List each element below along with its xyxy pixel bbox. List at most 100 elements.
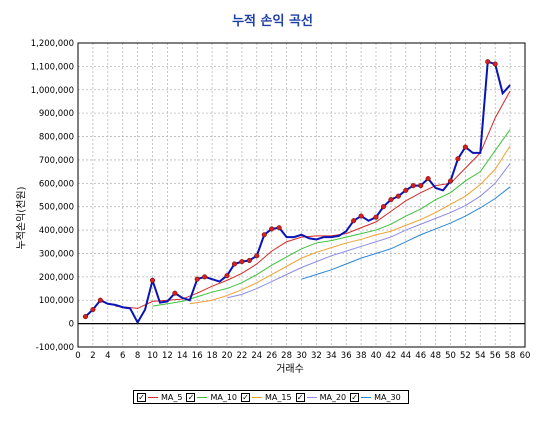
x-tick-label: 2 xyxy=(90,351,95,361)
equity-point xyxy=(172,290,178,296)
legend-item[interactable]: ✓ MA_15 xyxy=(241,392,292,402)
x-tick-label: 36 xyxy=(341,351,352,361)
y-tick-label: 1,100,000 xyxy=(31,62,74,72)
x-tick-label: 56 xyxy=(490,351,501,361)
x-tick-label: 16 xyxy=(192,351,203,361)
legend-checkbox[interactable]: ✓ xyxy=(350,392,360,402)
equity-point xyxy=(194,276,200,282)
x-tick-label: 52 xyxy=(460,351,471,361)
legend-swatch xyxy=(361,396,372,398)
equity-point xyxy=(462,144,468,150)
equity-point xyxy=(455,156,461,162)
equity-curve-line xyxy=(84,60,511,325)
equity-point xyxy=(149,277,156,283)
legend-checkbox[interactable]: ✓ xyxy=(241,392,251,402)
y-tick-label: 1,200,000 xyxy=(31,39,74,49)
x-tick-label: 28 xyxy=(281,351,292,361)
series-line-ma-10 xyxy=(152,129,511,307)
legend-swatch xyxy=(197,396,208,398)
x-tick-label: 0 xyxy=(75,351,80,361)
legend-item[interactable]: ✓ MA_20 xyxy=(295,392,347,402)
x-tick-label: 42 xyxy=(385,351,396,361)
legend-label: MA_30 xyxy=(374,392,401,402)
equity-point xyxy=(485,59,491,65)
series-lines xyxy=(84,60,511,325)
y-tick-label: 1,000,000 xyxy=(31,86,74,96)
x-tick-label: 30 xyxy=(296,351,307,361)
x-tick-label: 26 xyxy=(266,351,277,361)
x-tick-label: 8 xyxy=(135,351,140,361)
x-tick-label: 50 xyxy=(445,351,456,361)
equity-point xyxy=(224,273,230,279)
x-tick-label: 54 xyxy=(475,351,486,361)
x-tick-label: 12 xyxy=(162,351,173,361)
legend-checkbox[interactable]: ✓ xyxy=(295,392,305,402)
legend-label: MA_15 xyxy=(265,392,292,402)
x-tick-label: 44 xyxy=(400,351,411,361)
y-tick-label: 200,000 xyxy=(39,273,74,283)
equity-point xyxy=(254,253,260,259)
x-tick-label: 14 xyxy=(177,351,188,361)
y-tick-label: 700,000 xyxy=(39,156,74,166)
legend-swatch xyxy=(306,396,317,398)
legend-item[interactable]: ✓ MA_5 xyxy=(137,392,183,402)
legend-item[interactable]: ✓ MA_30 xyxy=(350,392,401,402)
y-tick-label: 500,000 xyxy=(39,203,74,213)
equity-point xyxy=(90,307,96,313)
x-tick-label: 60 xyxy=(520,351,531,361)
x-tick-label: 24 xyxy=(251,351,262,361)
equity-point xyxy=(97,297,103,303)
x-axis-label: 거래수 xyxy=(276,364,304,375)
series-line-ma-30 xyxy=(301,186,511,280)
equity-markers xyxy=(82,59,498,320)
y-tick-label: 400,000 xyxy=(39,226,74,236)
y-tick-label: -100,000 xyxy=(36,343,74,353)
equity-point xyxy=(202,274,208,280)
x-tick-label: 22 xyxy=(236,351,247,361)
equity-point xyxy=(239,259,245,265)
x-tick-label: 34 xyxy=(326,351,337,361)
x-tick-label: 10 xyxy=(147,351,158,361)
legend-label: MA_10 xyxy=(210,392,238,402)
equity-point xyxy=(246,257,252,264)
equity-point xyxy=(388,197,394,203)
x-tick-label: 40 xyxy=(371,351,382,361)
equity-point xyxy=(425,176,431,182)
y-tick-label: 100,000 xyxy=(39,296,74,306)
line-chart: 0 2 4 6 8 10 12 14 16 18 20 22 24 26 28 30 32 34 36 38 40 42 4… xyxy=(31,39,531,361)
legend-swatch xyxy=(148,396,158,398)
equity-point xyxy=(82,314,88,320)
legend-checkbox[interactable]: ✓ xyxy=(137,392,146,402)
chart-title: 누적 손익 곡선 xyxy=(232,14,313,29)
x-tick-label: 58 xyxy=(505,351,516,361)
x-tick-label: 32 xyxy=(311,351,322,361)
legend-checkbox[interactable]: ✓ xyxy=(186,392,196,402)
equity-point xyxy=(373,214,379,220)
equity-point xyxy=(380,204,387,210)
equity-point xyxy=(261,232,267,238)
y-tick-label: 0 xyxy=(69,320,74,330)
x-tick-label: 46 xyxy=(415,351,426,361)
equity-point xyxy=(410,183,416,189)
legend: ✓ MA_5 ✓ MA_10 ✓ MA_15 ✓ MA_20 ✓ MA_30 xyxy=(133,390,409,404)
legend-swatch xyxy=(252,396,263,398)
equity-point xyxy=(403,187,409,193)
equity-point xyxy=(492,61,498,67)
legend-label: MA_5 xyxy=(161,392,183,402)
y-tick-label: 300,000 xyxy=(39,249,74,259)
series-line-ma-5 xyxy=(115,90,511,309)
equity-point xyxy=(269,226,275,232)
x-tick-label: 4 xyxy=(105,351,110,361)
equity-point xyxy=(351,218,357,224)
x-tick-label: 18 xyxy=(207,351,218,361)
series-line-ma-20 xyxy=(226,163,511,299)
legend-item[interactable]: ✓ MA_10 xyxy=(186,392,238,402)
equity-point xyxy=(358,213,364,219)
equity-point xyxy=(231,261,237,267)
x-tick-label: 20 xyxy=(222,351,233,361)
equity-point xyxy=(276,225,282,231)
axis-ticks: 0 2 4 6 8 10 12 14 16 18 20 22 24 26 28 30 32 34 36 38 40 42 4… xyxy=(31,39,531,361)
legend-label: MA_20 xyxy=(319,392,347,402)
series-line-ma-15 xyxy=(189,145,511,305)
y-tick-label: 600,000 xyxy=(39,179,74,189)
